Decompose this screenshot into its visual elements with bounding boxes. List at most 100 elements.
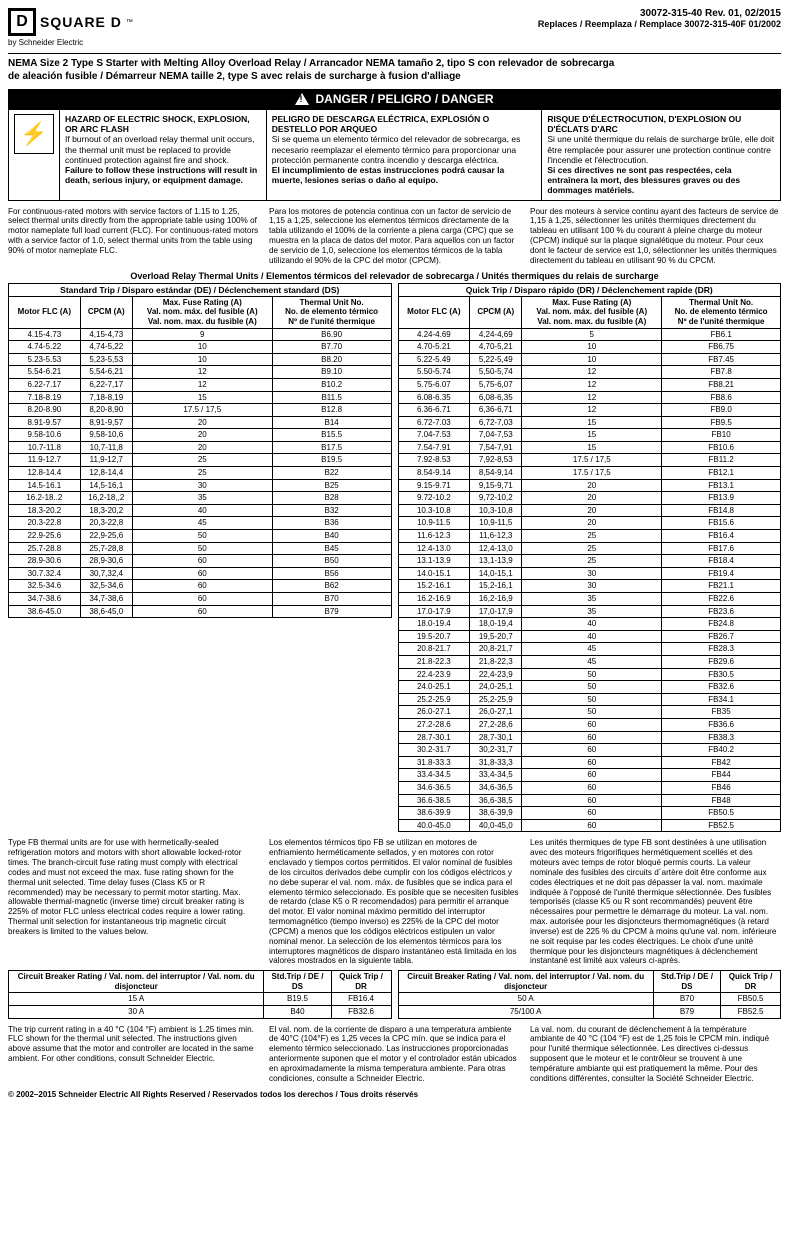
table-cell: 60	[522, 718, 662, 731]
table-cell: FB52.5	[662, 819, 781, 832]
table-cell: FB22.6	[662, 593, 781, 606]
table-cell: 28.7-30.1	[398, 731, 470, 744]
table-cell: 17.5 / 17,5	[522, 467, 662, 480]
table-cell: 16,2-18,,2	[80, 492, 132, 505]
table-cell: 19.5-20.7	[398, 630, 470, 643]
table-cell: B70	[272, 593, 391, 606]
table-cell: FB8.21	[662, 378, 781, 391]
intro-fr: Pour des moteurs à service continu ayant…	[530, 207, 781, 266]
table-cell: 20	[522, 479, 662, 492]
table-cell: 60	[132, 605, 272, 618]
table-cell: 45	[132, 517, 272, 530]
table-cell: 25	[522, 555, 662, 568]
table-cell: FB32.6	[331, 1006, 391, 1019]
table-row: 4.24-4.694,24-4,695FB6.1	[398, 328, 781, 341]
table-cell: 6.36-6.71	[398, 404, 470, 417]
table-cell: 45	[522, 655, 662, 668]
table-cell: 40.0-45.0	[398, 819, 470, 832]
table-cell: 36.6-38.5	[398, 794, 470, 807]
table-cell: 38,6-39,9	[470, 807, 522, 820]
table-cell: 7,92-8,53	[470, 454, 522, 467]
table-cell: 6,36-6,71	[470, 404, 522, 417]
hazard-fr-bold: Si ces directives ne sont pas respectées…	[547, 165, 775, 196]
doc-number-block: 30072-315-40 Rev. 01, 02/2015 Replaces /…	[538, 8, 781, 29]
table-cell: 38.6-45.0	[9, 605, 81, 618]
table-cell: 8.91-9.57	[9, 416, 81, 429]
table-cell: FB10.6	[662, 441, 781, 454]
table-cell: 33.4-34.5	[398, 769, 470, 782]
table-cell: FB23.6	[662, 605, 781, 618]
table-row: 16.2-16.916,2-16,935FB22.6	[398, 593, 781, 606]
table-cell: FB40.2	[662, 744, 781, 757]
square-d-icon: D	[8, 8, 36, 36]
table-cell: 4,70-5,21	[470, 341, 522, 354]
table-cell: B79	[272, 605, 391, 618]
table-cell: 10,7-11,8	[80, 441, 132, 454]
table-cell: 5	[522, 328, 662, 341]
table-cell: B10.2	[272, 378, 391, 391]
table-cell: 4,74-5,22	[80, 341, 132, 354]
table-cell: 9,58-10,6	[80, 429, 132, 442]
table-cell: 20.3-22.8	[9, 517, 81, 530]
table-cell: FB12.1	[662, 467, 781, 480]
table-cell: 40	[522, 618, 662, 631]
doc-title-2: de aleación fusible / Démarreur NEMA tai…	[8, 71, 781, 84]
table-cell: 4,24-4,69	[470, 328, 522, 341]
table-cell: FB9.5	[662, 416, 781, 429]
table-cell: 7,18-8,19	[80, 391, 132, 404]
table-cell: 14,0-15,1	[470, 567, 522, 580]
table-cell: 4.24-4.69	[398, 328, 470, 341]
table-cell: B15.5	[272, 429, 391, 442]
table-cell: 38,6-45,0	[80, 605, 132, 618]
danger-label: DANGER / PELIGRO / DANGER	[315, 92, 493, 106]
table-cell: FB9.0	[662, 404, 781, 417]
table-cell: 28,9-30,6	[80, 555, 132, 568]
table-cell: 7,54-7,91	[470, 441, 522, 454]
cb-col-quick: Quick Trip / DR	[721, 971, 781, 993]
trip-fr: La val. nom. du courant de déclenchement…	[530, 1025, 781, 1084]
table-row: 11.9-12.711,9-12,725B19.5	[9, 454, 392, 467]
table-cell: FB14.8	[662, 504, 781, 517]
table-cell: FB44	[662, 769, 781, 782]
table-cell: 5.22-5.49	[398, 353, 470, 366]
cb-table-right: Circuit Breaker Rating / Val. nom. del i…	[398, 970, 782, 1018]
table-cell: 20,3-22,8	[80, 517, 132, 530]
col-fuse: Max. Fuse Rating (A) Val. nom. máx. del …	[522, 296, 662, 328]
table-row: 21.8-22.321,8-22,345FB29.6	[398, 655, 781, 668]
table-row: 28.9-30.628,9-30,660B50	[9, 555, 392, 568]
table-cell: 30	[132, 479, 272, 492]
table-cell: 14,5-16,1	[80, 479, 132, 492]
table-row: 38.6-39.938,6-39,960FB50.5	[398, 807, 781, 820]
table-row: 17.0-17.917,0-17,935FB23.6	[398, 605, 781, 618]
table-cell: 60	[522, 807, 662, 820]
table-cell: 6,08-6,35	[470, 391, 522, 404]
table-row: 5.23-5.535,23-5,5310B8.20	[9, 353, 392, 366]
table-cell: B79	[653, 1006, 720, 1019]
table-cell: 17.5 / 17,5	[522, 454, 662, 467]
table-cell: B19.5	[272, 454, 391, 467]
table-cell: 40	[522, 630, 662, 643]
table-cell: B7.70	[272, 341, 391, 354]
table-row: 4.70-5.214,70-5,2110FB6.75	[398, 341, 781, 354]
table-row: 27.2-28.627,2-28,660FB36.6	[398, 718, 781, 731]
table-cell: FB42	[662, 756, 781, 769]
table-cell: B32	[272, 504, 391, 517]
table-cell: 15 A	[9, 993, 264, 1006]
table-cell: 75/100 A	[398, 1006, 653, 1019]
table-cell: 21,8-22,3	[470, 655, 522, 668]
table-row: 20.8-21.720,8-21,745FB28.3	[398, 643, 781, 656]
table-cell: 35	[522, 605, 662, 618]
table-cell: FB13.9	[662, 492, 781, 505]
hazard-fr: RISQUE D'ÉLECTROCUTION, D'EXPLOSION OU D…	[542, 110, 781, 201]
table-row: 10.3-10.810,3-10,820FB14.8	[398, 504, 781, 517]
table-cell: 8,54-9,14	[470, 467, 522, 480]
table-row: 30.7.32.430,7,32,460B56	[9, 567, 392, 580]
table-row: 7.04-7.537,04-7,5315FB10	[398, 429, 781, 442]
table-cell: 17.5 / 17,5	[132, 404, 272, 417]
table-cell: 31.8-33.3	[398, 756, 470, 769]
table-cell: FB21.1	[662, 580, 781, 593]
table-row: 28.7-30.128,7-30,160FB38.3	[398, 731, 781, 744]
table-cell: 11.6-12.3	[398, 530, 470, 543]
col-cpcm: CPCM (A)	[470, 296, 522, 328]
table-cell: 15	[522, 429, 662, 442]
